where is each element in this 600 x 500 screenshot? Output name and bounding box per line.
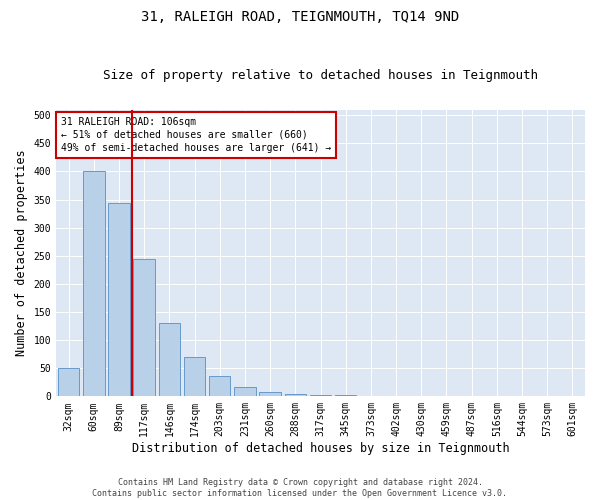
Title: Size of property relative to detached houses in Teignmouth: Size of property relative to detached ho… xyxy=(103,69,538,82)
X-axis label: Distribution of detached houses by size in Teignmouth: Distribution of detached houses by size … xyxy=(132,442,509,455)
Text: 31 RALEIGH ROAD: 106sqm
← 51% of detached houses are smaller (660)
49% of semi-d: 31 RALEIGH ROAD: 106sqm ← 51% of detache… xyxy=(61,116,332,153)
Bar xyxy=(259,392,281,396)
Bar xyxy=(184,357,205,397)
Bar xyxy=(234,387,256,396)
Text: Contains HM Land Registry data © Crown copyright and database right 2024.
Contai: Contains HM Land Registry data © Crown c… xyxy=(92,478,508,498)
Bar xyxy=(284,394,306,396)
Bar xyxy=(310,394,331,396)
Bar xyxy=(133,258,155,396)
Text: 31, RALEIGH ROAD, TEIGNMOUTH, TQ14 9ND: 31, RALEIGH ROAD, TEIGNMOUTH, TQ14 9ND xyxy=(141,10,459,24)
Bar xyxy=(209,376,230,396)
Bar xyxy=(109,203,130,396)
Bar xyxy=(83,171,104,396)
Bar xyxy=(335,395,356,396)
Bar xyxy=(58,368,79,396)
Bar xyxy=(158,323,180,396)
Y-axis label: Number of detached properties: Number of detached properties xyxy=(15,150,28,356)
